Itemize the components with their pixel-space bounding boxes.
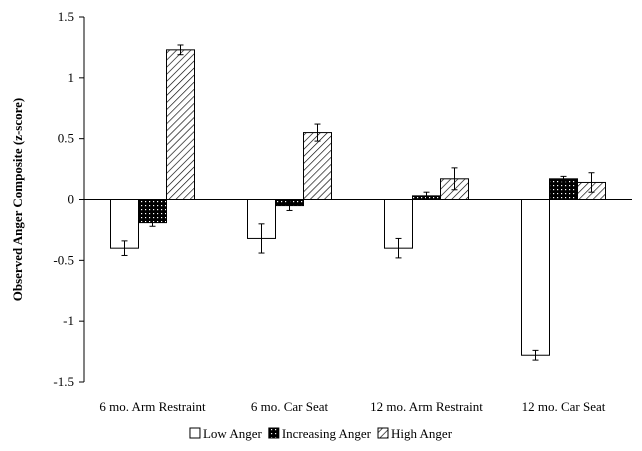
bar <box>110 199 139 249</box>
bar <box>303 132 332 200</box>
y-tick-label: 0 <box>68 192 75 207</box>
y-tick-label: -0.5 <box>53 252 74 267</box>
y-tick-label: -1 <box>63 313 74 328</box>
legend-label: Increasing Anger <box>282 426 372 441</box>
y-tick-label: 0.5 <box>58 131 74 146</box>
legend-swatch <box>268 427 280 439</box>
x-tick-label: 6 mo. Car Seat <box>251 399 329 414</box>
x-tick-label: 12 mo. Arm Restraint <box>370 399 483 414</box>
y-tick-label: 1.5 <box>58 9 74 24</box>
y-axis-title: Observed Anger Composite (z-score) <box>10 98 25 302</box>
x-tick-label: 6 mo. Arm Restraint <box>99 399 206 414</box>
bar <box>166 49 195 200</box>
x-tick-label: 12 mo. Car Seat <box>522 399 606 414</box>
legend-label: Low Anger <box>203 426 263 441</box>
bar <box>521 199 550 356</box>
legend: Low Anger Increasing Anger High Anger <box>189 426 453 441</box>
bar <box>549 178 578 200</box>
legend-swatch <box>189 427 201 439</box>
legend-label: High Anger <box>391 426 453 441</box>
legend-swatch <box>377 427 389 439</box>
y-tick-label: -1.5 <box>53 374 74 389</box>
y-tick-label: 1 <box>68 70 75 85</box>
plot-area: 1.5 1 0.5 0 -0.5 -1 -1.5 Observed Anger Composi… <box>10 9 632 414</box>
